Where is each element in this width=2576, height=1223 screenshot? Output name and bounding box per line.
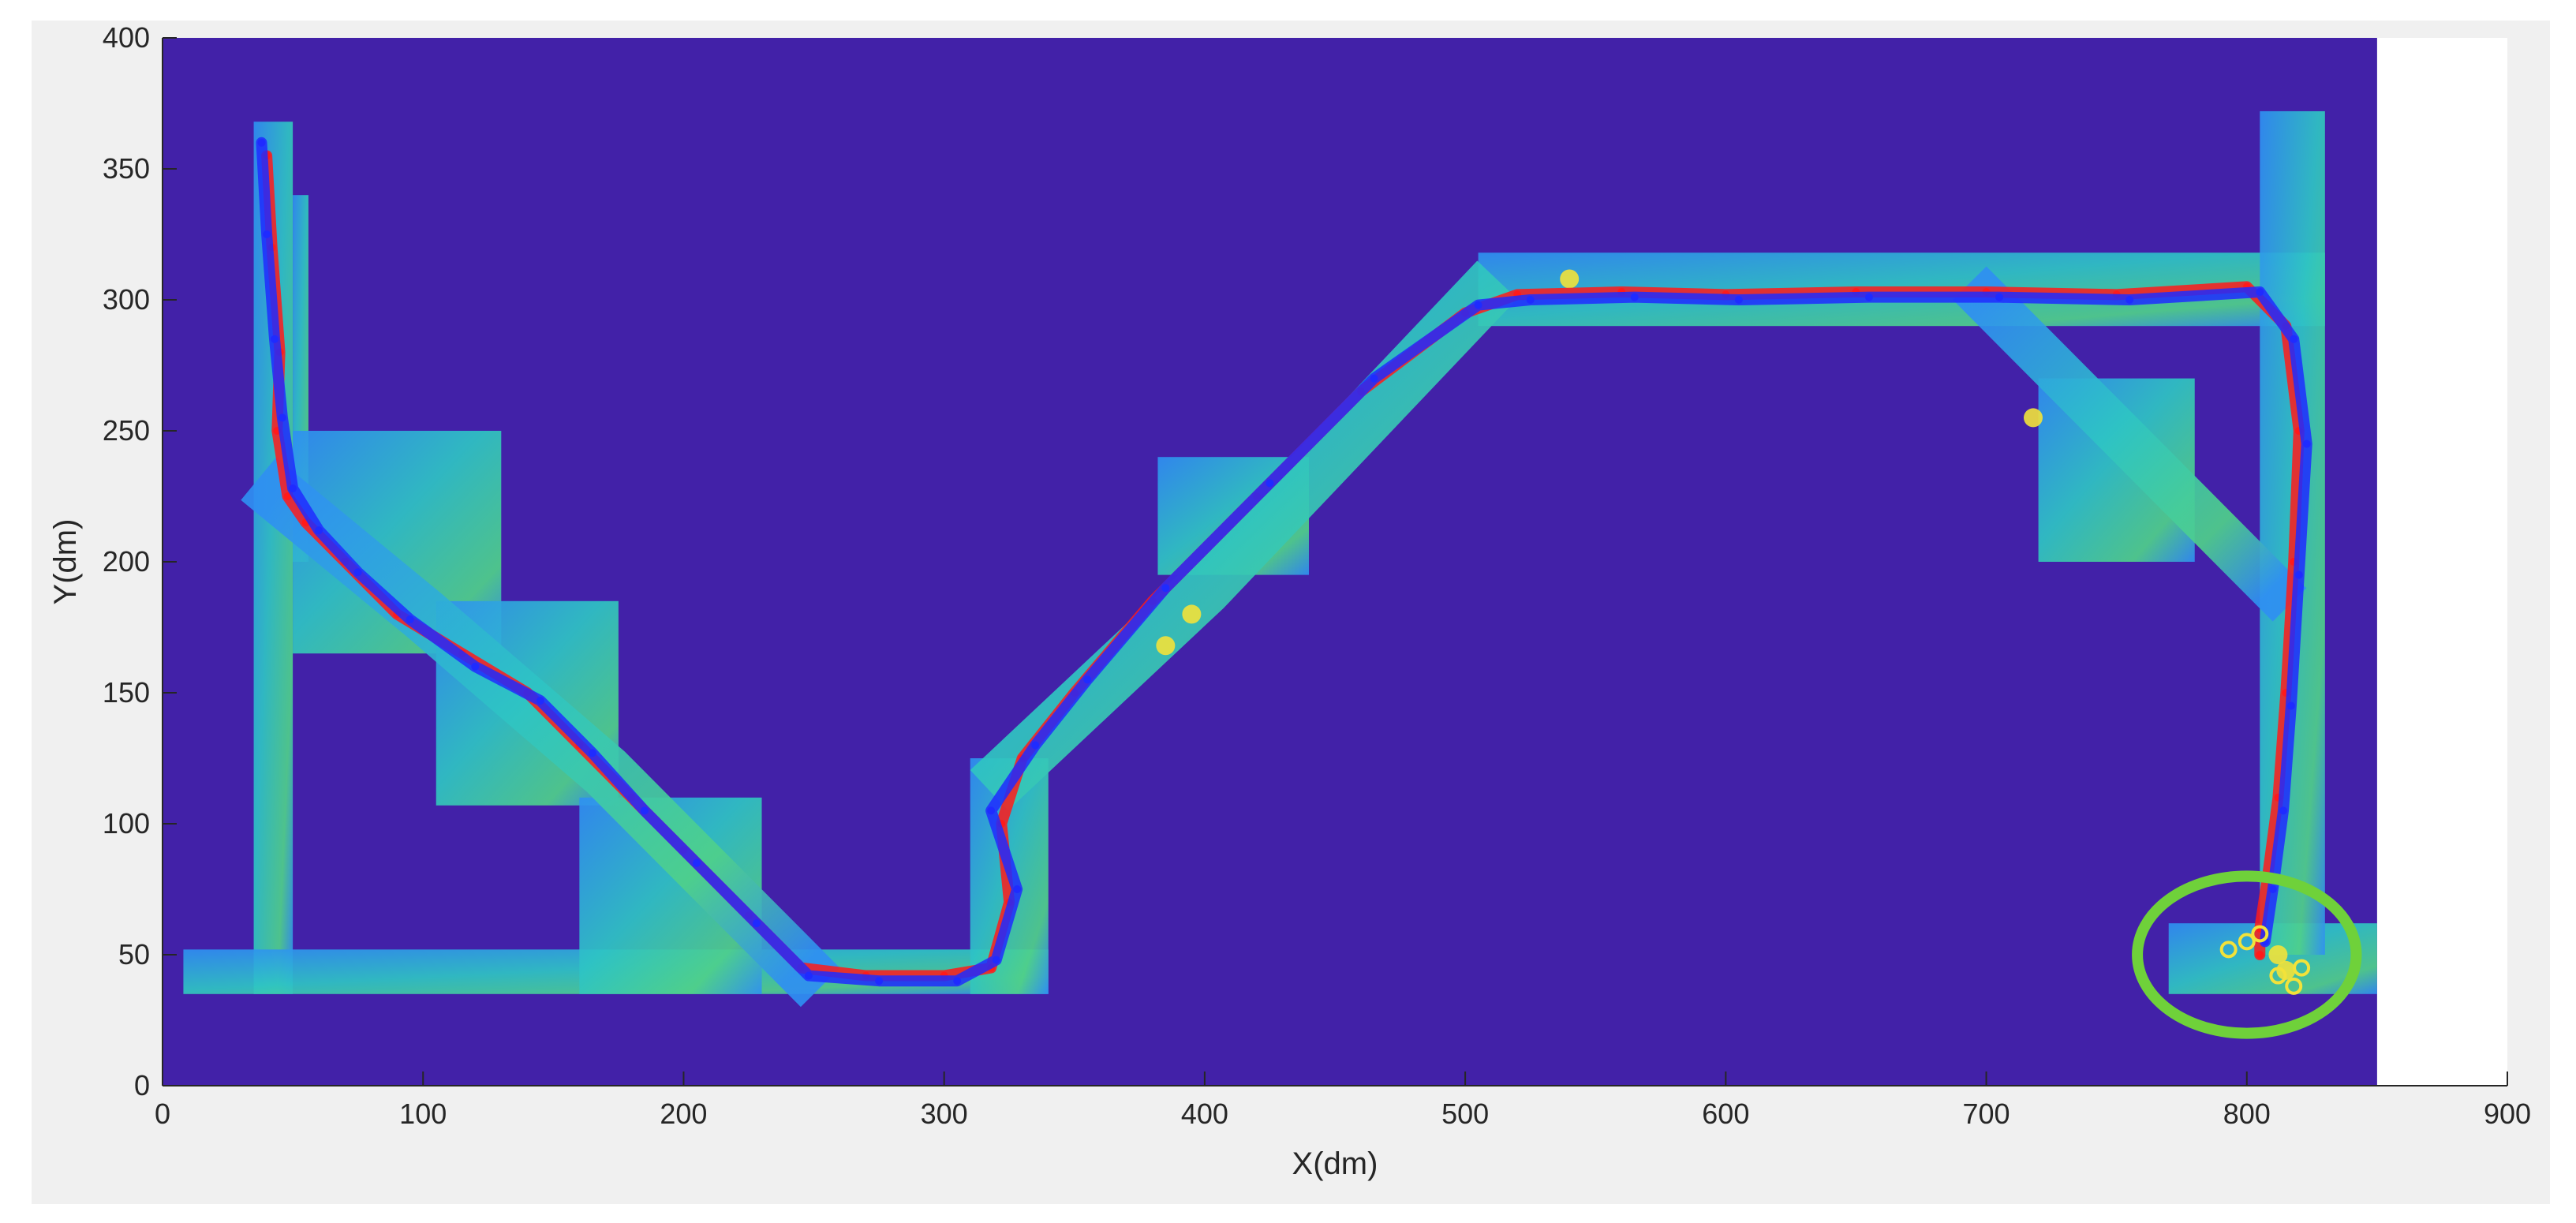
highlight-layer bbox=[2132, 870, 2362, 1039]
x-tick-label-300: 300 bbox=[921, 1098, 968, 1130]
series-1-point-8 bbox=[471, 662, 480, 671]
series-1-point-23 bbox=[1266, 479, 1274, 488]
y-tick-label-100: 100 bbox=[103, 807, 150, 840]
series-1-line bbox=[256, 137, 2312, 987]
x-tick-label-600: 600 bbox=[1702, 1098, 1749, 1130]
series-1-point-37 bbox=[2279, 806, 2288, 815]
x-tick-label-200: 200 bbox=[660, 1098, 707, 1130]
endpoint-marker-2 bbox=[2251, 925, 2269, 943]
series-1-point-2 bbox=[270, 335, 279, 343]
y-tick-label-400: 400 bbox=[103, 21, 150, 54]
series-1-point-4 bbox=[289, 484, 297, 493]
series-1-point-33 bbox=[2290, 335, 2298, 343]
y-tick-label-350: 350 bbox=[103, 152, 150, 185]
hotspot-5 bbox=[2276, 960, 2296, 980]
series-1-point-17 bbox=[992, 956, 1000, 964]
y-tick-label-300: 300 bbox=[103, 283, 150, 316]
series-1-point-10 bbox=[588, 749, 596, 757]
series-1-point-29 bbox=[1864, 293, 1873, 301]
y-tick-label-250: 250 bbox=[103, 414, 150, 447]
corridor-layer bbox=[183, 110, 2377, 1008]
series-1-point-21 bbox=[1083, 675, 1092, 684]
series-1-point-3 bbox=[278, 413, 286, 422]
endpoint-layer bbox=[2219, 925, 2311, 995]
series-1-point-16 bbox=[953, 977, 962, 986]
hotspot-1 bbox=[1182, 604, 1202, 624]
x-tick-label-500: 500 bbox=[1441, 1098, 1489, 1130]
series-1-point-22 bbox=[1161, 584, 1170, 593]
x-tick-label-400: 400 bbox=[1181, 1098, 1228, 1130]
series-1-point-20 bbox=[1031, 741, 1040, 750]
endpoint-marker-4 bbox=[2285, 977, 2303, 995]
hotspot-3 bbox=[2023, 408, 2043, 428]
endpoint-marker-1 bbox=[2238, 933, 2256, 951]
series-1-point-18 bbox=[1013, 885, 1022, 893]
x-tick-label-800: 800 bbox=[2223, 1098, 2271, 1130]
x-axis-label: X(dm) bbox=[1292, 1146, 1378, 1181]
endpoint-marker-0 bbox=[2219, 941, 2238, 959]
x-tick-label-0: 0 bbox=[155, 1098, 170, 1130]
series-1-point-15 bbox=[875, 977, 884, 986]
series-1-point-7 bbox=[406, 615, 414, 624]
trajectory-map-chart: 0 100 200 300 400 500 600 700 800 900 0 50 100 150 200… bbox=[48, 21, 2531, 1181]
series-0-point-4 bbox=[283, 492, 292, 500]
series-layer bbox=[256, 137, 2312, 987]
corridor-diagonal-middle bbox=[970, 260, 1518, 811]
series-1-point-30 bbox=[1995, 293, 2004, 301]
series-1-point-32 bbox=[2256, 288, 2264, 297]
series-1-point-25 bbox=[1474, 301, 1482, 309]
series-1-point-24 bbox=[1370, 374, 1378, 383]
series-1-point-35 bbox=[2294, 570, 2303, 579]
hotspot-4 bbox=[2268, 945, 2288, 964]
figure-panel: 0 100 200 300 400 500 600 700 800 900 0 50 100 150 200… bbox=[32, 21, 2550, 1204]
series-1-point-26 bbox=[1526, 296, 1535, 304]
series-1-point-6 bbox=[353, 568, 362, 577]
series-1-point-11 bbox=[640, 806, 649, 815]
endpoint-marker-5 bbox=[2293, 959, 2311, 977]
series-1-point-38 bbox=[2268, 885, 2277, 893]
series-1-point-19 bbox=[987, 806, 996, 815]
x-tick-label-900: 900 bbox=[2484, 1098, 2531, 1130]
series-1-point-34 bbox=[2302, 439, 2311, 448]
corridor-diagonal-right bbox=[1953, 266, 2307, 622]
series-1 bbox=[256, 137, 2312, 987]
series-1-point-12 bbox=[692, 858, 701, 867]
y-tick-label-50: 50 bbox=[118, 938, 150, 971]
endpoint-marker-3 bbox=[2269, 967, 2287, 985]
y-tick-label-0: 0 bbox=[134, 1069, 150, 1101]
series-1-point-5 bbox=[315, 526, 323, 535]
series-1-point-9 bbox=[536, 696, 544, 705]
series-1-point-31 bbox=[2125, 296, 2134, 304]
series-1-point-0 bbox=[257, 138, 266, 147]
series-1-point-27 bbox=[1630, 293, 1639, 301]
hotspot-2 bbox=[1560, 269, 1580, 289]
series-0-point-40 bbox=[2256, 951, 2264, 959]
x-tick-label-700: 700 bbox=[1963, 1098, 2010, 1130]
hotspot-0 bbox=[1156, 636, 1176, 656]
series-1-point-36 bbox=[2286, 701, 2295, 710]
tick-labels: 0 100 200 300 400 500 600 700 800 900 0 50 100 150 200… bbox=[103, 21, 2531, 1130]
y-tick-label-150: 150 bbox=[103, 676, 150, 709]
x-tick-label-100: 100 bbox=[399, 1098, 447, 1130]
highlight-circle bbox=[2132, 870, 2362, 1039]
series-1-point-28 bbox=[1734, 296, 1743, 304]
y-axis-label: Y(dm) bbox=[48, 519, 83, 605]
series-1-point-13 bbox=[752, 919, 761, 928]
series-1-point-14 bbox=[804, 971, 813, 980]
series-1-point-1 bbox=[263, 230, 271, 238]
y-tick-label-200: 200 bbox=[103, 545, 150, 578]
